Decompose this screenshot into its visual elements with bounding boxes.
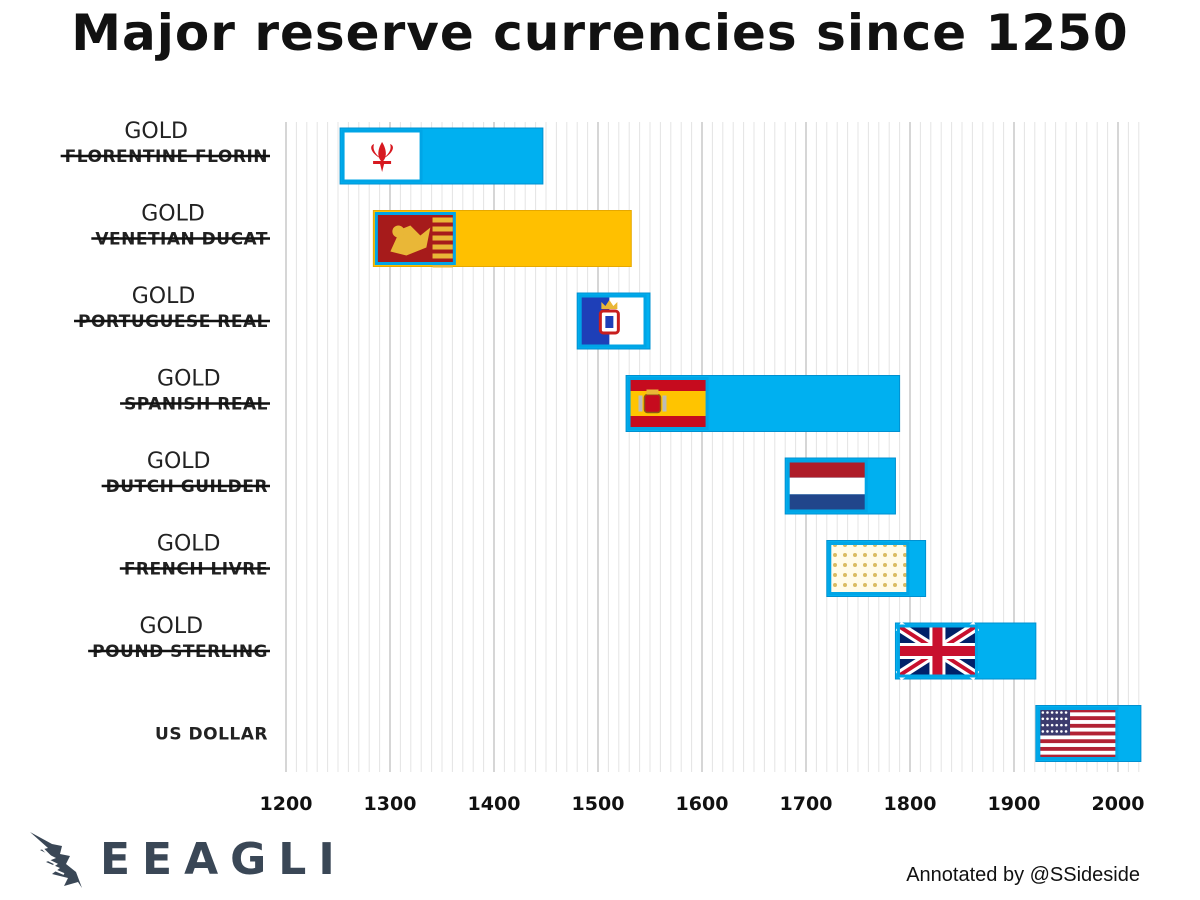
bar-pound-sterling <box>894 621 1037 681</box>
gold-annotation: GOLD <box>124 119 188 144</box>
gold-annotation: GOLD <box>157 532 221 557</box>
us-flag-icon <box>1037 707 1119 760</box>
gold-annotation: GOLD <box>157 367 221 392</box>
x-tick-label: 1500 <box>572 793 625 815</box>
flag-border <box>896 624 978 678</box>
grid-lines <box>285 122 1140 772</box>
credit-note: Annotated by @SSideside <box>906 864 1140 886</box>
portugal-flag-icon <box>578 294 647 348</box>
flag-border <box>786 459 868 513</box>
france-royal-flag-icon <box>828 542 910 595</box>
category-label: US DOLLAR <box>155 725 268 745</box>
gold-annotation: GOLD <box>147 449 211 474</box>
netherlands-flag-icon <box>786 459 868 513</box>
bar-florentine-florin <box>339 127 544 185</box>
flag-border <box>374 212 456 265</box>
timeline-chart: 1200 1300 1400 1500 1600 1700 1800 1900 2000 FLO… <box>60 119 1145 815</box>
bar-dutch-guilder <box>784 457 896 515</box>
brand-name: EEAGLI <box>100 833 347 885</box>
x-axis: 1200 1300 1400 1500 1600 1700 1800 1900 2000 <box>260 793 1145 815</box>
uk-flag-icon <box>895 621 980 681</box>
x-tick-label: 1700 <box>780 793 833 815</box>
bars <box>339 127 1142 762</box>
x-tick-label: 1300 <box>364 793 417 815</box>
x-tick-label: 1900 <box>988 793 1041 815</box>
x-tick-label: 1200 <box>260 793 313 815</box>
x-tick-label: 1800 <box>884 793 937 815</box>
gold-annotation: GOLD <box>132 284 196 309</box>
x-tick-label: 1600 <box>676 793 729 815</box>
flag-border <box>627 377 709 430</box>
bar-venetian-ducat <box>372 210 632 268</box>
bar-french-livre <box>826 540 927 597</box>
gold-annotation: GOLD <box>141 202 205 227</box>
spain-flag-icon <box>627 377 709 430</box>
x-tick-label: 1400 <box>468 793 521 815</box>
bar-us-dollar <box>1035 705 1142 762</box>
gold-annotation: GOLD <box>139 614 203 639</box>
flag-border <box>578 294 647 348</box>
bar-portuguese-real <box>576 292 651 350</box>
venice-flag-icon <box>374 212 456 268</box>
bar-spanish-real <box>625 375 901 432</box>
flag-border <box>828 542 910 595</box>
flag-border <box>1037 707 1119 760</box>
florence-flag-icon <box>341 129 423 183</box>
eagle-icon <box>30 832 82 888</box>
chart-title: Major reserve currencies since 1250 <box>71 4 1129 62</box>
flag-border <box>341 129 423 183</box>
x-tick-label: 2000 <box>1092 793 1145 815</box>
brand-logo: EEAGLI <box>26 826 347 892</box>
